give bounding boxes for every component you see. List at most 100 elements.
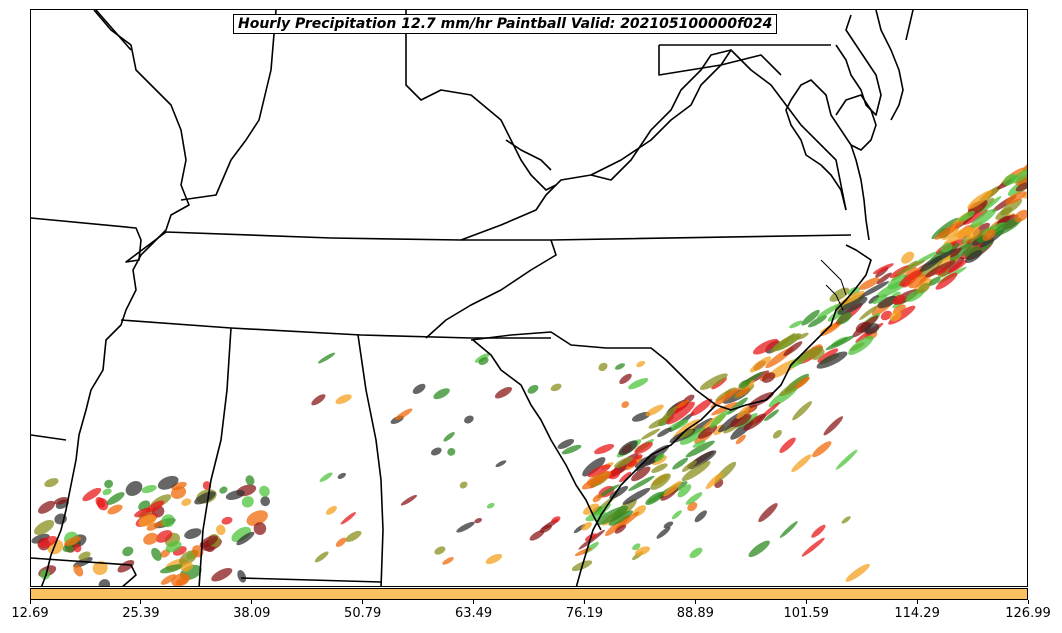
colorbar-tick-label: 101.59 <box>783 606 829 621</box>
precip-blob <box>892 294 905 305</box>
precip-blob <box>872 263 894 275</box>
precip-blob <box>581 521 592 531</box>
precip-blob <box>992 217 1022 237</box>
precip-blob <box>995 207 1013 220</box>
precip-blob <box>816 351 848 369</box>
nc-tn-border <box>425 239 557 339</box>
precip-blob <box>394 408 413 421</box>
precip-blob <box>982 229 996 241</box>
fl-ga-border <box>240 577 382 583</box>
precip-blob <box>260 496 271 507</box>
precip-blob <box>259 485 270 497</box>
colorbar <box>30 588 1028 600</box>
precip-blob <box>159 564 183 574</box>
precip-blob <box>73 544 82 553</box>
precip-blob <box>889 310 902 322</box>
precip-blob <box>749 356 772 373</box>
precip-blob <box>868 295 880 304</box>
precip-blob <box>835 449 858 470</box>
precip-blob <box>738 379 751 389</box>
precip-blob <box>219 486 228 494</box>
precip-blob <box>667 419 689 431</box>
precip-blob <box>940 242 953 253</box>
precip-blob <box>96 497 109 511</box>
precip-blob <box>801 537 825 557</box>
precip-blob <box>434 546 446 555</box>
precip-blob <box>937 268 950 278</box>
precip-blob <box>825 335 855 351</box>
precip-blob <box>447 448 456 456</box>
precip-blob <box>180 562 194 572</box>
precip-blob <box>1022 188 1027 199</box>
precip-blob <box>958 211 975 222</box>
precip-blob <box>412 383 426 394</box>
precip-blob <box>122 546 134 557</box>
precip-blob <box>690 398 713 416</box>
precip-blob <box>551 516 561 524</box>
precip-blob <box>433 388 450 400</box>
precip-blob <box>494 386 513 399</box>
precip-blob <box>597 484 620 499</box>
precip-blob <box>877 295 898 309</box>
precip-blob <box>657 427 672 438</box>
precip-blob <box>587 464 611 478</box>
precip-blob <box>925 260 956 278</box>
wv-border <box>505 49 732 181</box>
precip-blob <box>161 514 175 528</box>
indiana-border <box>180 10 277 201</box>
precip-blob <box>40 569 51 580</box>
map-panel <box>30 9 1028 587</box>
precip-blob <box>801 309 820 326</box>
colorbar-tick-mark <box>251 600 253 604</box>
precip-blob <box>151 547 162 561</box>
precip-blob <box>221 516 233 525</box>
precip-blob <box>78 551 91 561</box>
precip-blob <box>761 372 776 383</box>
precip-blob <box>709 410 729 429</box>
precip-blob <box>634 546 651 556</box>
precip-blob <box>736 405 750 419</box>
precip-blob <box>54 497 69 505</box>
precip-blob <box>98 579 111 586</box>
precip-blob <box>598 362 608 372</box>
precip-blob <box>858 277 880 290</box>
chesapeake-coast <box>785 79 870 241</box>
precip-blob <box>980 196 1002 213</box>
precip-blob <box>529 529 545 541</box>
precip-blob <box>634 441 653 454</box>
precip-blob <box>595 505 628 525</box>
precip-blob <box>671 510 682 520</box>
precip-blob <box>628 378 649 390</box>
ga-sc-border <box>472 339 602 531</box>
precip-blob <box>792 401 812 421</box>
precip-blob <box>1005 191 1027 205</box>
precip-blob <box>631 466 651 482</box>
precip-blob <box>527 384 539 394</box>
kentucky-east-border <box>460 49 847 241</box>
precip-blob <box>807 315 828 328</box>
precip-blob <box>908 274 927 289</box>
precip-blob <box>539 524 552 533</box>
precip-blob <box>241 496 254 508</box>
precip-blob <box>636 360 646 368</box>
ohio-border <box>405 10 557 191</box>
precip-blob <box>585 510 606 522</box>
precip-blob <box>858 281 890 299</box>
precip-blob <box>651 463 668 473</box>
precip-blob <box>456 521 475 533</box>
delaware-coast <box>835 14 882 116</box>
colorbar-tick-label: 25.39 <box>122 606 160 621</box>
colorbar-tick-mark <box>694 600 696 604</box>
precip-blob <box>614 363 626 370</box>
precip-blob <box>175 576 189 586</box>
precip-blob <box>550 383 562 392</box>
precip-blob <box>656 526 671 539</box>
precip-blob <box>430 447 442 456</box>
precip-blob <box>82 487 102 502</box>
precip-blob <box>812 441 832 458</box>
colorbar-tick-label: 114.29 <box>894 606 940 621</box>
precip-blob <box>181 498 192 506</box>
precip-blob <box>619 373 632 385</box>
precip-blob <box>337 472 346 479</box>
ky-tn-border <box>31 217 852 263</box>
